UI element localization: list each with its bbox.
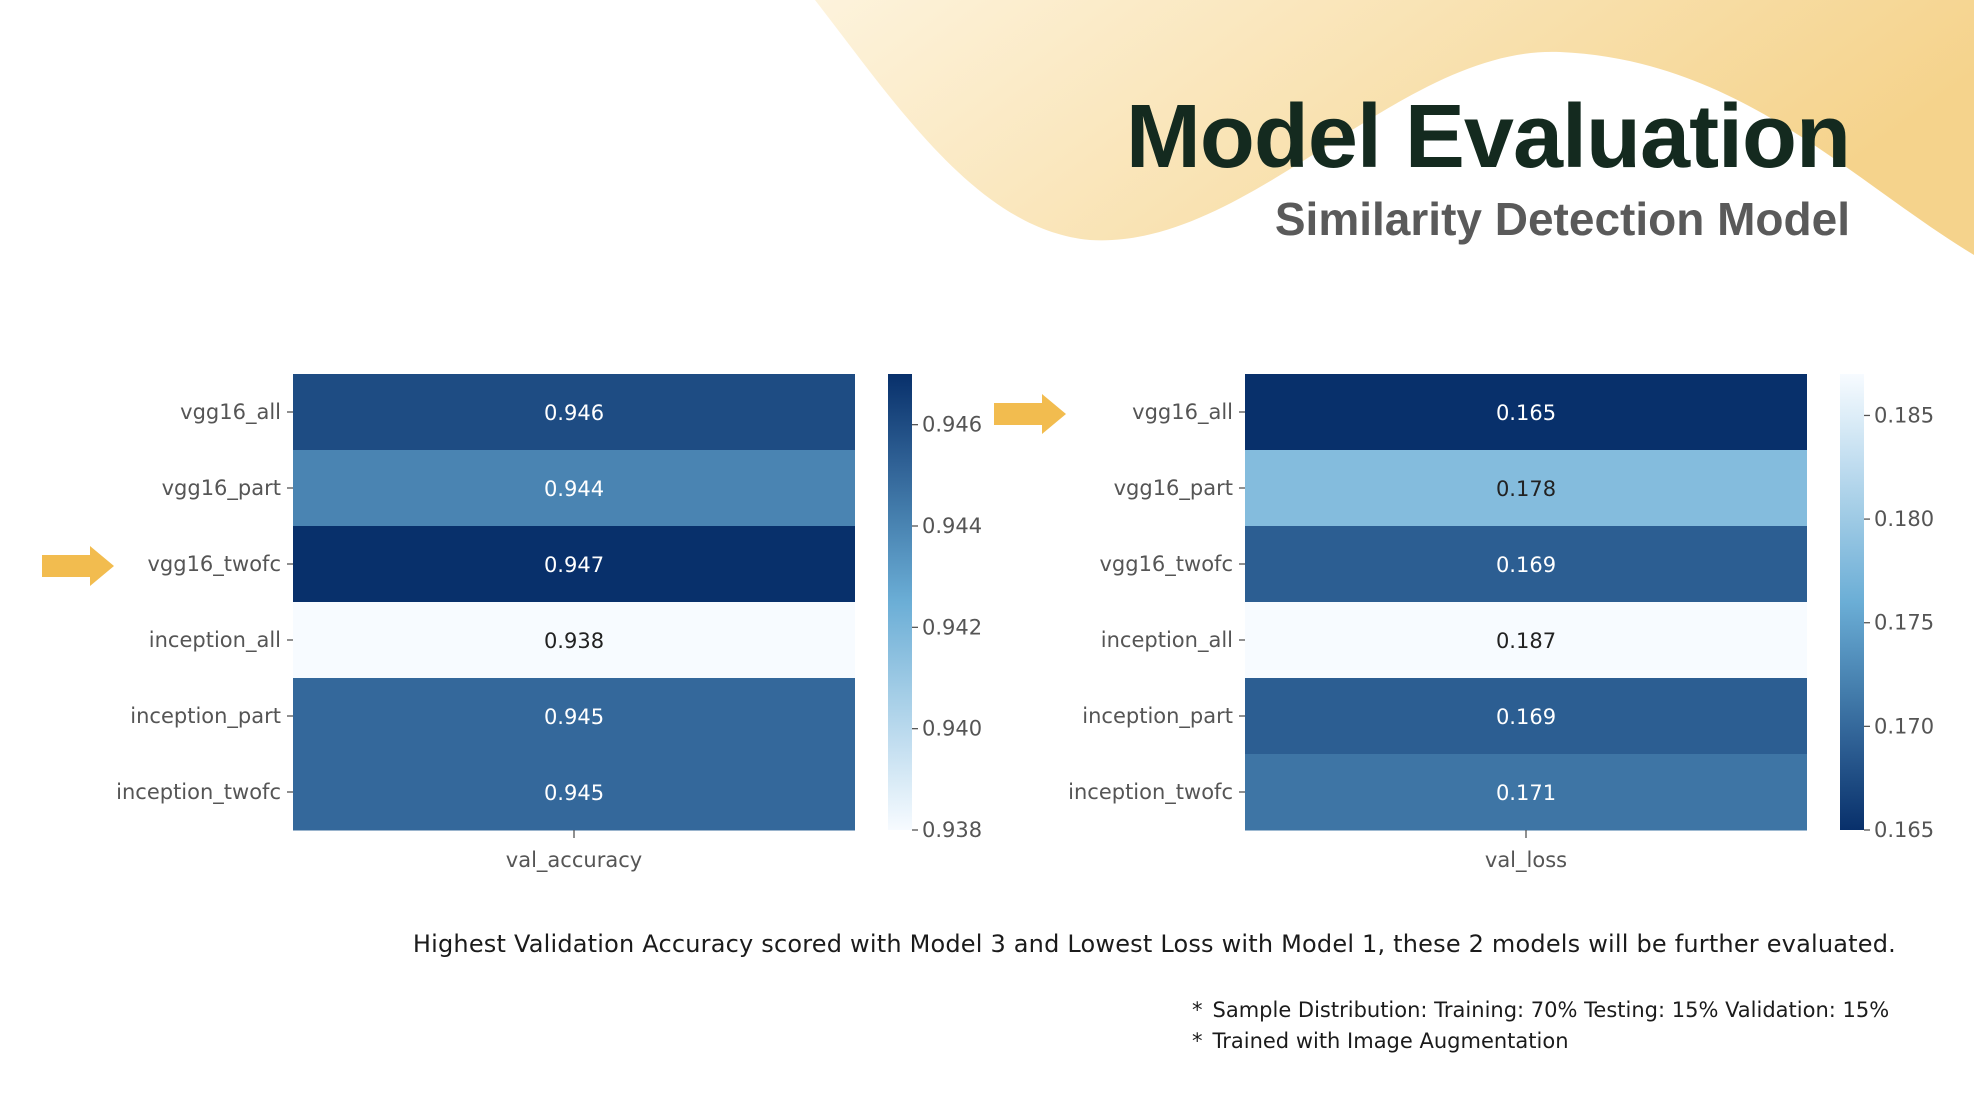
colorbar (888, 374, 912, 830)
y-tick-label: vgg16_twofc (1099, 552, 1233, 577)
x-tick-label: val_accuracy (506, 848, 642, 873)
x-tick-label: val_loss (1485, 848, 1567, 873)
colorbar-tick-label: 0.944 (922, 514, 982, 538)
colorbar-tick-label: 0.165 (1874, 818, 1934, 842)
heatmap-cell (1245, 374, 1807, 451)
y-tick-label: inception_part (1082, 704, 1233, 729)
y-tick-label: vgg16_all (1132, 400, 1233, 425)
background-wave-shape (815, 0, 1974, 255)
cell-value-label: 0.169 (1496, 553, 1556, 577)
cell-value-label: 0.178 (1496, 477, 1556, 501)
arrow-right-icon (42, 546, 114, 586)
cell-value-label: 0.946 (544, 401, 604, 425)
heatmap-cell (293, 450, 855, 527)
heatmap-cell (293, 754, 855, 831)
note-text: Trained with Image Augmentation (1212, 1029, 1569, 1053)
heatmap-val-accuracy: 0.946 0.944 0.947 0.938 0.945 0.945 vgg16_allv… (42, 374, 982, 873)
cell-value-label: 0.171 (1496, 781, 1556, 805)
note-bullet: * (1192, 1029, 1203, 1053)
y-tick-label: vgg16_all (180, 400, 281, 425)
heatmap-cell (1245, 678, 1807, 755)
y-tick-label: inception_all (149, 628, 281, 653)
heatmap-cell (1245, 602, 1807, 679)
heatmap-cell (293, 374, 855, 451)
y-tick-label: inception_twofc (1068, 780, 1233, 805)
y-tick-label: inception_twofc (116, 780, 281, 805)
y-tick-label: vgg16_part (162, 476, 281, 501)
note-bullet: * (1192, 998, 1203, 1022)
colorbar-tick-label: 0.170 (1874, 714, 1934, 738)
cell-value-label: 0.169 (1496, 705, 1556, 729)
colorbar-tick-label: 0.946 (922, 413, 982, 437)
colorbar (1840, 374, 1864, 830)
note-item: * Trained with Image Augmentation (1192, 1026, 1889, 1057)
cell-value-label: 0.947 (544, 553, 604, 577)
colorbar-tick-label: 0.180 (1874, 507, 1934, 531)
arrow-right-icon (994, 394, 1066, 434)
note-text: Sample Distribution: Training: 70% Testi… (1212, 998, 1890, 1022)
colorbar-tick-label: 0.175 (1874, 611, 1934, 635)
y-tick-label: inception_part (130, 704, 281, 729)
cell-value-label: 0.938 (544, 629, 604, 653)
note-item: * Sample Distribution: Training: 70% Test… (1192, 995, 1889, 1026)
heatmap-cell (1245, 450, 1807, 527)
heatmap-cell (1245, 526, 1807, 603)
page-title: Model Evaluation (1125, 87, 1851, 187)
heatmap-cell (1245, 754, 1807, 831)
heatmap-val-loss: 0.165 0.178 0.169 0.187 0.169 0.171 vgg16_allv… (994, 374, 1934, 873)
heatmap-cell (293, 526, 855, 603)
colorbar-tick-label: 0.942 (922, 615, 982, 639)
colorbar-tick-label: 0.185 (1874, 403, 1934, 427)
notes-list: * Sample Distribution: Training: 70% Test… (1192, 995, 1889, 1057)
cell-value-label: 0.165 (1496, 401, 1556, 425)
y-tick-label: vgg16_twofc (147, 552, 281, 577)
colorbar-tick-label: 0.940 (922, 717, 982, 741)
heatmap-cell (293, 602, 855, 679)
cell-value-label: 0.945 (544, 781, 604, 805)
page-subtitle: Similarity Detection Model (1274, 193, 1850, 245)
y-tick-label: inception_all (1101, 628, 1233, 653)
cell-value-label: 0.187 (1496, 629, 1556, 653)
heatmap-cell (293, 678, 855, 755)
colorbar-tick-label: 0.938 (922, 818, 982, 842)
y-tick-label: vgg16_part (1114, 476, 1233, 501)
cell-value-label: 0.944 (544, 477, 604, 501)
summary-text: Highest Validation Accuracy scored with … (412, 930, 1896, 958)
cell-value-label: 0.945 (544, 705, 604, 729)
